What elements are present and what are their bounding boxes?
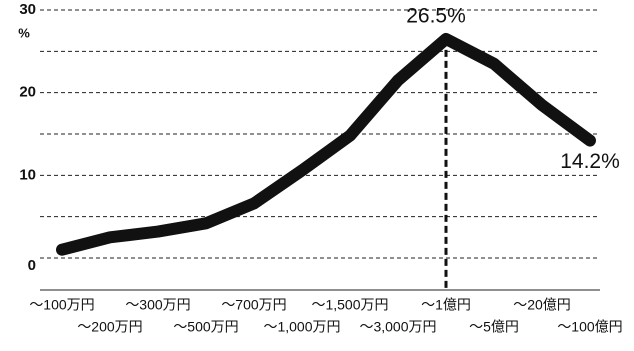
x-tick-label: ～1億円 [421,297,471,313]
y-tick-label: 0 [28,257,36,274]
y-tick-label: 10 [19,166,36,183]
x-tick-label: ～20億円 [513,297,571,313]
x-tick-label: ～1,000万円 [263,319,340,335]
x-tick-label: ～5億円 [469,319,519,335]
x-tick-label: ～1,500万円 [311,297,388,313]
y-tick-label: 20 [19,84,36,101]
y-tick-label: 30 [19,1,36,18]
line [56,32,596,256]
x-tick-label: ～300万円 [125,297,190,313]
x-tick-label: ～200万円 [77,319,142,335]
x-tick-label: ～700万円 [221,297,286,313]
data-label: 14.2% [560,150,620,173]
data-label: 26.5% [406,4,466,27]
x-tick-label: ～100万円 [29,297,94,313]
x-tick-label: ～3,000万円 [359,319,436,335]
y-axis-unit: % [18,25,30,40]
x-tick-label: ～500万円 [173,319,238,335]
x-tick-label: ～100億円 [557,319,622,335]
